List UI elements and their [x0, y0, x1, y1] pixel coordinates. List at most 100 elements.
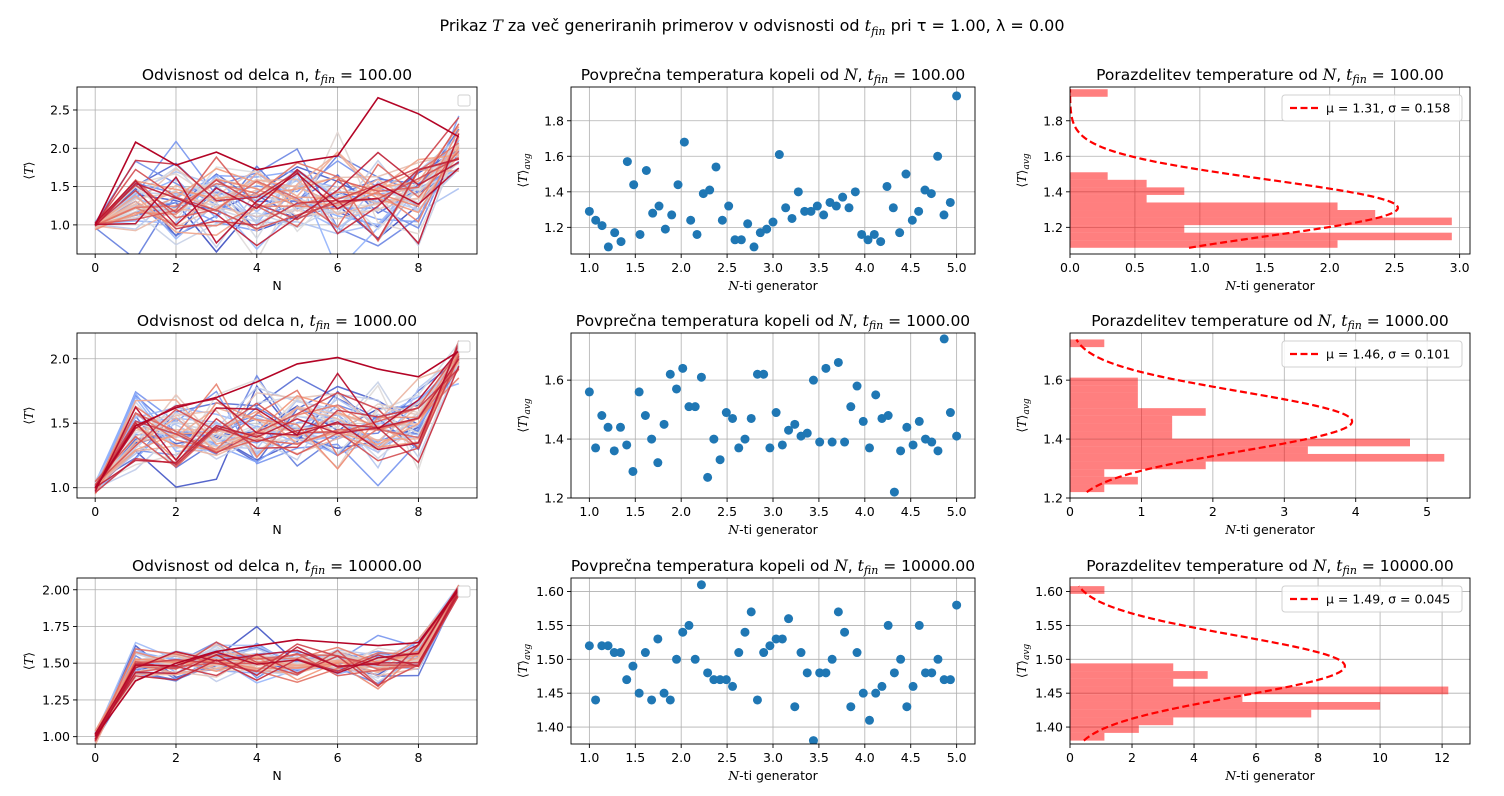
y-tick-label: 1.4 [544, 432, 564, 447]
scatter-point [933, 446, 943, 456]
y-tick-label: 2.0 [50, 141, 70, 156]
scatter-point [863, 235, 873, 245]
plot-area [584, 334, 962, 497]
scatter-point [659, 688, 669, 698]
scatter-point [603, 242, 613, 252]
scatter-point [889, 487, 899, 497]
scatter-point [759, 648, 769, 658]
scatter-point [759, 369, 769, 379]
scatter-point [777, 634, 787, 644]
histogram-bar [1070, 217, 1452, 226]
scatter-point [635, 229, 645, 239]
series-line [94, 133, 460, 245]
x-tick-label: 4 [253, 750, 261, 765]
axes-frame [1069, 332, 1471, 499]
scatter-point [628, 466, 638, 476]
scatter-point [914, 416, 924, 426]
scatter-point [629, 180, 639, 190]
axes-frame [1069, 86, 1471, 255]
x-tick-label: 6 [334, 504, 342, 519]
y-tick-label: 1.6 [544, 373, 564, 388]
scatter-point [933, 151, 943, 161]
scatter-point [736, 235, 746, 245]
y-tick-label: 1.5 [50, 179, 70, 194]
scatter-point [728, 681, 738, 691]
scatter-point [777, 440, 787, 450]
x-tick-label: 3.0 [1450, 260, 1470, 275]
scatter-point [819, 210, 829, 220]
histogram-bar [1070, 678, 1174, 687]
scatter-point [721, 675, 731, 685]
scatter-point [730, 235, 740, 245]
scatter-point [690, 654, 700, 664]
legend-label: μ = 1.46, σ = 0.101 [1326, 347, 1450, 362]
scatter-point [653, 634, 663, 644]
axes-title: Odvisnost od delca n, tfin = 100.00 [142, 66, 412, 86]
grid [571, 87, 975, 254]
x-tick-label: 4.0 [855, 750, 875, 765]
x-tick-label: 2.5 [717, 750, 737, 765]
histogram-bar [1070, 225, 1185, 233]
scatter-point [752, 369, 762, 379]
y-axis-label: ⟨T⟩ [21, 161, 36, 179]
y-tick-label: 1.2 [544, 491, 564, 506]
series-line [94, 145, 460, 248]
histogram-bar [1070, 586, 1105, 594]
histogram-bar [1070, 232, 1452, 241]
series-line [94, 129, 460, 231]
x-axis-label: N-ti generator [1224, 278, 1315, 293]
scatter-point [840, 627, 850, 637]
scatter-point [896, 654, 906, 664]
scatter-point [846, 402, 856, 412]
scatter-point [622, 157, 632, 167]
y-tick-label: 1.2 [544, 220, 564, 235]
scatter-point [684, 620, 694, 630]
scatter-point [808, 375, 818, 385]
plot-area [94, 584, 460, 744]
legend-frame [1281, 340, 1463, 368]
x-tick-label: 3.5 [809, 504, 829, 519]
scatter-point [746, 607, 756, 617]
scatter-point [743, 219, 753, 229]
scatter-point [933, 654, 943, 664]
x-tick-label: 0 [91, 260, 99, 275]
axes-frame [76, 577, 478, 745]
axes-title: Povprečna temperatura kopeli od N, tfin … [581, 66, 966, 86]
scatter-point [591, 695, 601, 705]
axes-title: Porazdelitev temperature od N, tfin = 10… [1086, 557, 1453, 577]
scatter-point [717, 215, 727, 225]
scatter-point [952, 91, 962, 101]
scatter-point [901, 169, 911, 179]
scatter-point [827, 654, 837, 664]
histogram-bar [1070, 172, 1108, 180]
y-tick-label: 1.50 [42, 656, 70, 671]
y-tick-label: 1.2 [1043, 220, 1063, 235]
subplot-hist-100: μ = 1.31, σ = 0.158 0.0 0.5 1.0 1.5 2.0 2.5 3.0… [1014, 66, 1471, 293]
series-line [94, 350, 460, 489]
scatter-point [796, 648, 806, 658]
histogram-bar [1070, 694, 1243, 702]
scatter-point [634, 688, 644, 698]
x-tick-label: 3.0 [763, 260, 783, 275]
histogram-bar [1070, 187, 1185, 195]
y-tick-label: 1.0 [50, 217, 70, 232]
axes-title: Porazdelitev temperature od N, tfin = 10… [1096, 66, 1444, 86]
scatter-point [871, 390, 881, 400]
scatter-point [790, 419, 800, 429]
histogram-bar [1070, 438, 1410, 447]
y-tick-label: 1.6 [1043, 373, 1063, 388]
y-tick-label: 2.00 [42, 582, 70, 597]
series-line [94, 151, 460, 247]
scatter-point [771, 408, 781, 418]
scatter-point [838, 192, 848, 202]
scatter-point [597, 411, 607, 420]
scatter-point [690, 402, 700, 412]
legend: μ = 1.31, σ = 0.158 [1281, 94, 1463, 122]
x-tick-label: 0.5 [1125, 260, 1145, 275]
scatter-point [686, 215, 696, 225]
scatter-point [883, 411, 893, 420]
scatter-point [692, 229, 702, 239]
x-tick-label: 4.5 [901, 750, 921, 765]
plot-area [1070, 89, 1452, 249]
x-axis-label: N-ti generator [727, 278, 818, 293]
